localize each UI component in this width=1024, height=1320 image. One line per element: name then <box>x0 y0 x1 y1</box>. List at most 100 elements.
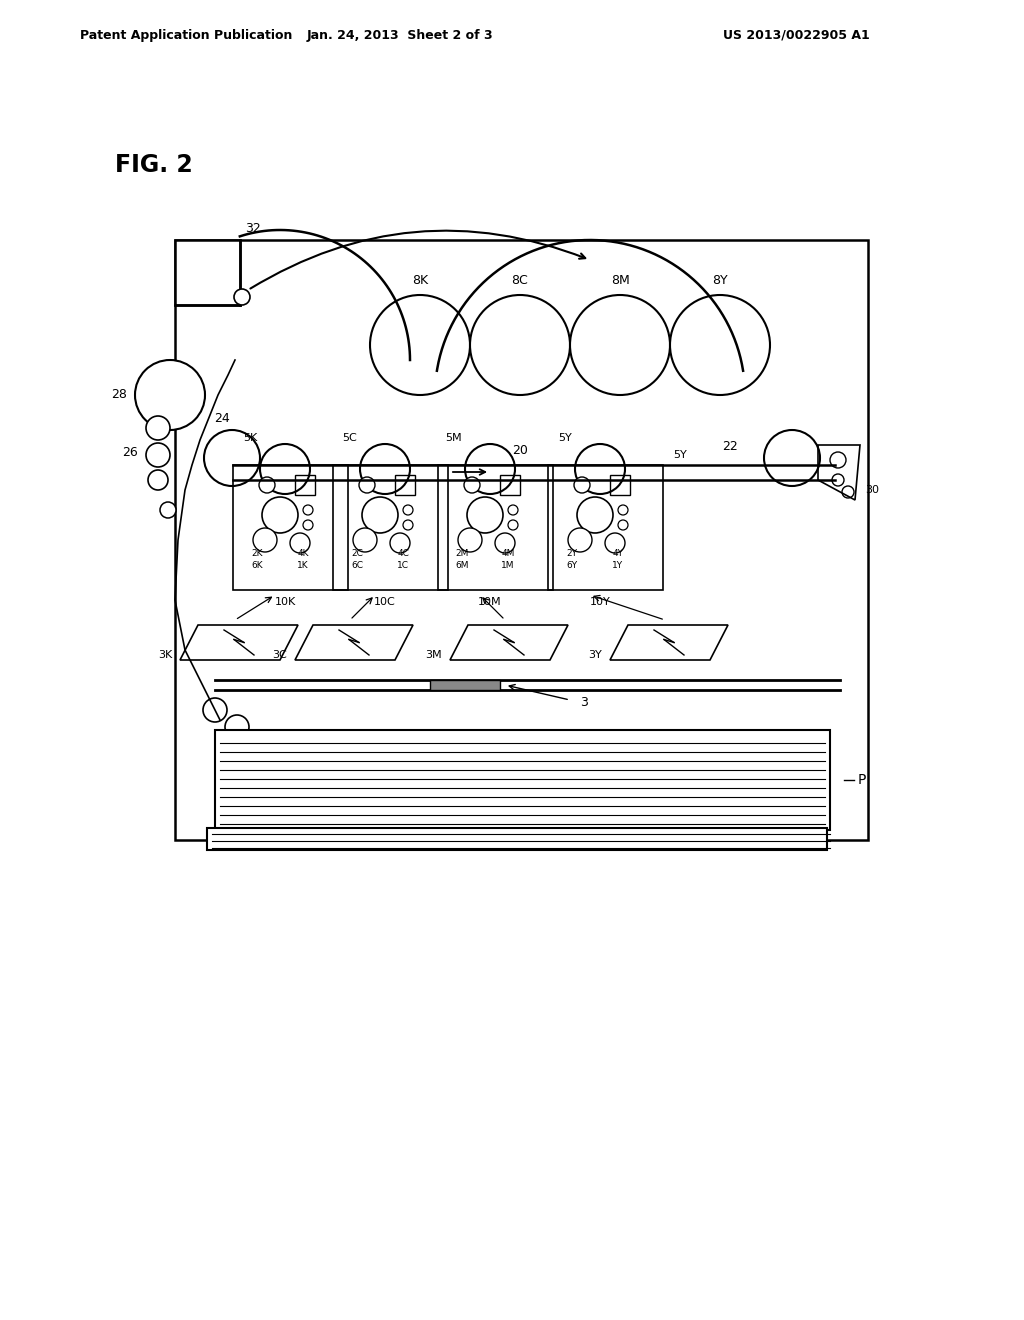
Circle shape <box>495 533 515 553</box>
Text: 4Y: 4Y <box>612 549 624 557</box>
Bar <box>333 465 449 590</box>
Text: 32: 32 <box>245 222 261 235</box>
Circle shape <box>135 360 205 430</box>
Circle shape <box>508 520 518 531</box>
Circle shape <box>458 528 482 552</box>
Text: 5C: 5C <box>342 433 357 444</box>
Circle shape <box>618 520 628 531</box>
Circle shape <box>403 520 413 531</box>
Text: 4M: 4M <box>502 549 515 557</box>
Text: 2C: 2C <box>351 549 362 557</box>
Text: Jan. 24, 2013  Sheet 2 of 3: Jan. 24, 2013 Sheet 2 of 3 <box>306 29 494 41</box>
Bar <box>215 730 830 830</box>
Bar <box>548 465 663 590</box>
Circle shape <box>362 498 398 533</box>
Text: 6K: 6K <box>251 561 263 569</box>
Circle shape <box>260 444 310 494</box>
Circle shape <box>467 498 503 533</box>
Text: 26: 26 <box>122 446 138 458</box>
Text: 3K: 3K <box>158 649 172 660</box>
Text: 3: 3 <box>580 696 588 709</box>
Text: 4K: 4K <box>297 549 309 557</box>
Circle shape <box>465 444 515 494</box>
Text: 6Y: 6Y <box>566 561 578 569</box>
Circle shape <box>830 451 846 469</box>
Text: 1K: 1K <box>297 561 309 569</box>
Circle shape <box>146 444 170 467</box>
Text: 3C: 3C <box>272 649 287 660</box>
Text: FIG. 2: FIG. 2 <box>115 153 193 177</box>
Text: 24: 24 <box>214 412 229 425</box>
Bar <box>175 240 868 840</box>
Circle shape <box>403 506 413 515</box>
Text: 1M: 1M <box>502 561 515 569</box>
Circle shape <box>831 474 844 486</box>
Text: 22: 22 <box>722 441 738 454</box>
Text: Patent Application Publication: Patent Application Publication <box>80 29 293 41</box>
Text: P: P <box>858 774 866 787</box>
Text: 5K: 5K <box>243 433 257 444</box>
Circle shape <box>225 715 249 739</box>
Circle shape <box>203 698 227 722</box>
Circle shape <box>303 506 313 515</box>
Circle shape <box>390 533 410 553</box>
Bar <box>175 240 240 305</box>
Text: 1C: 1C <box>397 561 409 569</box>
Bar <box>430 680 500 690</box>
Circle shape <box>577 498 613 533</box>
Circle shape <box>360 444 410 494</box>
Circle shape <box>353 528 377 552</box>
Circle shape <box>470 294 570 395</box>
Circle shape <box>160 502 176 517</box>
Circle shape <box>842 486 854 498</box>
Circle shape <box>303 520 313 531</box>
Bar <box>295 475 315 495</box>
Text: 2M: 2M <box>456 549 469 557</box>
Circle shape <box>574 477 590 492</box>
Circle shape <box>570 294 670 395</box>
Text: 5Y: 5Y <box>673 450 687 459</box>
Text: 20: 20 <box>512 445 528 458</box>
Circle shape <box>605 533 625 553</box>
Text: 2Y: 2Y <box>566 549 578 557</box>
Circle shape <box>370 294 470 395</box>
Text: 2K: 2K <box>251 549 263 557</box>
Circle shape <box>148 470 168 490</box>
Text: 1Y: 1Y <box>612 561 624 569</box>
Text: US 2013/0022905 A1: US 2013/0022905 A1 <box>723 29 870 41</box>
Circle shape <box>146 416 170 440</box>
Text: 10M: 10M <box>478 597 502 607</box>
Circle shape <box>234 289 250 305</box>
Bar <box>207 828 827 850</box>
Circle shape <box>670 294 770 395</box>
Bar <box>438 465 553 590</box>
Circle shape <box>764 430 820 486</box>
Circle shape <box>262 498 298 533</box>
Text: 30: 30 <box>865 484 879 495</box>
Circle shape <box>568 528 592 552</box>
Text: 5Y: 5Y <box>558 433 572 444</box>
Circle shape <box>290 533 310 553</box>
Circle shape <box>259 477 275 492</box>
Circle shape <box>359 477 375 492</box>
Text: 10C: 10C <box>374 597 396 607</box>
Text: 3M: 3M <box>425 649 442 660</box>
Circle shape <box>618 506 628 515</box>
Circle shape <box>464 477 480 492</box>
Text: 8Y: 8Y <box>712 275 728 288</box>
Text: 4C: 4C <box>397 549 409 557</box>
Bar <box>500 475 520 495</box>
Text: 3Y: 3Y <box>588 649 602 660</box>
Bar <box>233 465 348 590</box>
Circle shape <box>508 506 518 515</box>
Text: 10Y: 10Y <box>590 597 610 607</box>
Text: 8C: 8C <box>512 275 528 288</box>
Circle shape <box>204 430 260 486</box>
Text: 8M: 8M <box>610 275 630 288</box>
Text: 6M: 6M <box>456 561 469 569</box>
Circle shape <box>253 528 278 552</box>
Text: 6C: 6C <box>351 561 362 569</box>
Text: 8K: 8K <box>412 275 428 288</box>
Text: 10K: 10K <box>274 597 296 607</box>
Text: 5M: 5M <box>445 433 462 444</box>
